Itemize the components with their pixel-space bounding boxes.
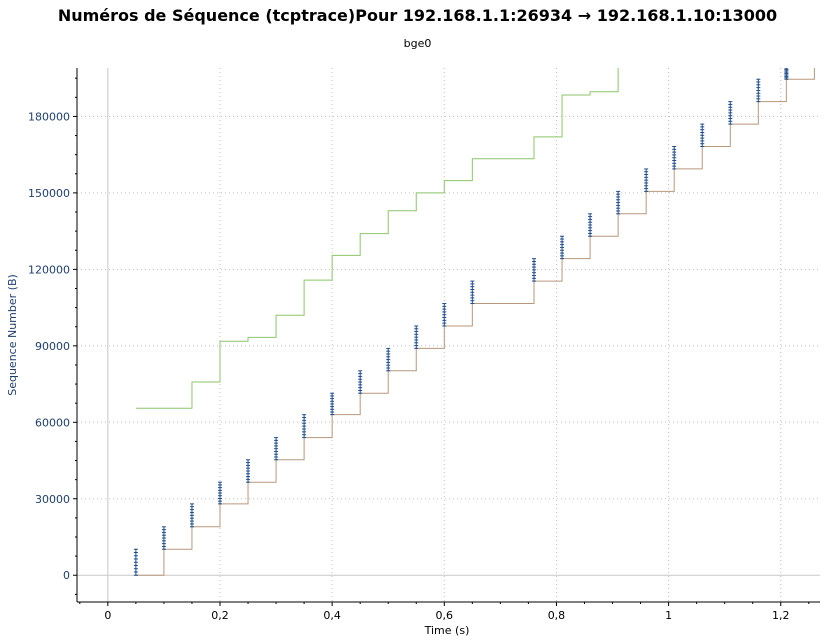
- segment-burst: [588, 213, 593, 237]
- segment-burst: [784, 68, 789, 80]
- receive-window-line: [135, 68, 619, 409]
- y-axis-label: Sequence Number (B): [6, 274, 19, 396]
- segment-burst: [560, 235, 565, 260]
- segment-burst: [644, 168, 649, 192]
- segment-burst: [756, 78, 761, 103]
- y-tick-label: 120000: [28, 263, 70, 276]
- segment-burst: [161, 526, 166, 550]
- y-tick-label: 150000: [28, 187, 70, 200]
- x-tick-label: 0,8: [548, 609, 566, 622]
- segment-burst: [700, 123, 705, 148]
- x-tick-label: 0,6: [436, 609, 454, 622]
- segment-burst: [386, 347, 391, 372]
- segment-burst: [246, 459, 251, 483]
- y-tick-label: 30000: [35, 493, 70, 506]
- segment-burst: [672, 146, 677, 170]
- y-tick-label: 180000: [28, 110, 70, 123]
- segment-burst: [470, 280, 475, 305]
- y-tick-label: 60000: [35, 416, 70, 429]
- segment-burst: [217, 481, 222, 505]
- segment-burst: [189, 503, 194, 528]
- segment-burst: [302, 414, 307, 439]
- segment-burst: [442, 303, 447, 327]
- x-axis-label: Time (s): [424, 624, 470, 637]
- x-tick-label: 0,2: [211, 609, 229, 622]
- chart-title: Numéros de Séquence (tcptrace)Pour 192.1…: [57, 6, 778, 25]
- acked-line: [135, 68, 815, 576]
- segment-burst: [274, 437, 279, 461]
- segment-burst: [330, 392, 335, 416]
- x-tick-label: 0,4: [323, 609, 341, 622]
- chart-subtitle: bge0: [403, 37, 432, 50]
- x-tick-label: 1,2: [772, 609, 790, 622]
- segment-burst: [532, 258, 537, 282]
- segment-burst: [414, 325, 419, 349]
- series-layer: [133, 68, 815, 576]
- segment-burst: [728, 101, 733, 125]
- segment-burst: [358, 370, 363, 394]
- segment-burst: [133, 548, 138, 576]
- grid: [77, 68, 820, 602]
- axes: 0 30000 60000 90000 120000 150000 180000 0 0,2 0,…: [28, 68, 820, 622]
- y-tick-label: 90000: [35, 340, 70, 353]
- x-tick-label: 1: [665, 609, 672, 622]
- segment-burst: [616, 190, 621, 215]
- y-tick-label: 0: [63, 569, 70, 582]
- x-tick-label: 0: [104, 609, 111, 622]
